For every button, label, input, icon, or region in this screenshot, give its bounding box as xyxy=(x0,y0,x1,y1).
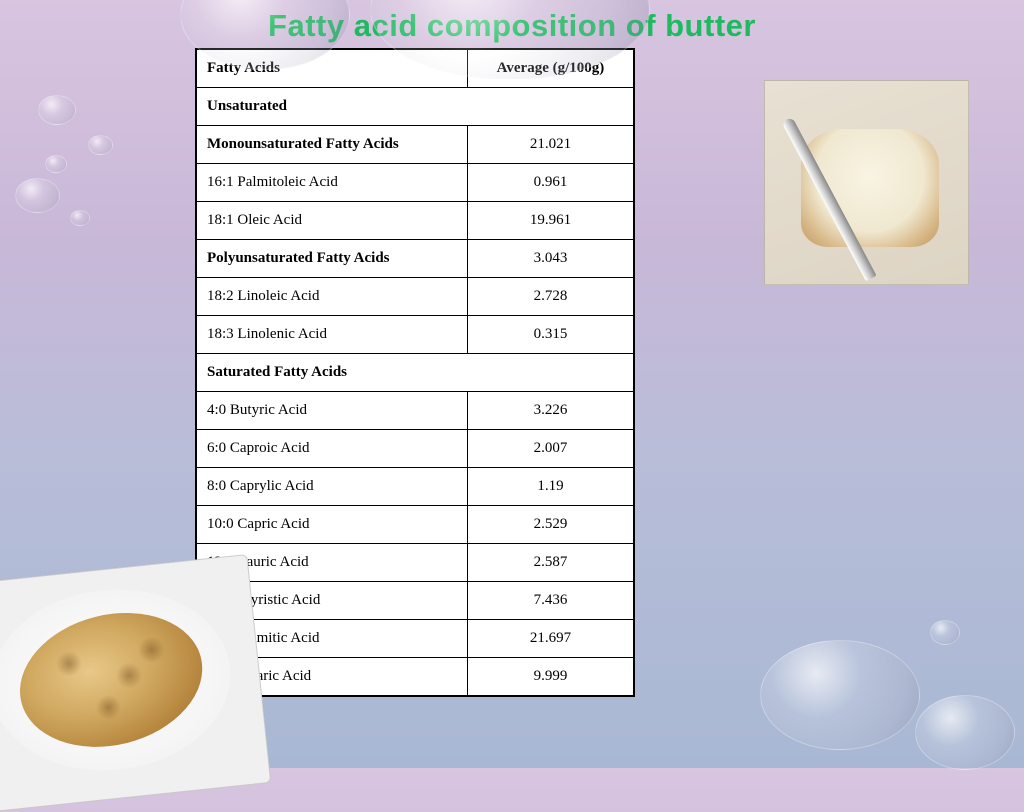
table-label: Polyunsaturated Fatty Acids xyxy=(197,240,468,278)
table-value: 0.961 xyxy=(467,164,633,202)
bread-butter-image xyxy=(764,80,969,285)
water-drop-decoration xyxy=(760,640,920,750)
table-value: 0.315 xyxy=(467,316,633,354)
table-value: 2.728 xyxy=(467,278,633,316)
water-drop-decoration xyxy=(88,135,113,155)
water-drop-decoration xyxy=(930,620,960,645)
table-label: 4:0 Butyric Acid xyxy=(197,392,468,430)
table-section: Unsaturated xyxy=(197,88,634,126)
table-label: 16:1 Palmitoleic Acid xyxy=(197,164,468,202)
table-value: 3.043 xyxy=(467,240,633,278)
water-drop-decoration xyxy=(915,695,1015,770)
water-drop-decoration xyxy=(45,155,67,173)
table-value: 3.226 xyxy=(467,392,633,430)
water-drop-decoration xyxy=(15,178,60,213)
flatbread-image xyxy=(0,554,271,812)
table-label: 8:0 Caprylic Acid xyxy=(197,468,468,506)
table-label: 10:0 Capric Acid xyxy=(197,506,468,544)
table-value: 21.697 xyxy=(467,620,633,658)
table-value: 2.007 xyxy=(467,430,633,468)
table-label: 18:3 Linolenic Acid xyxy=(197,316,468,354)
table-value: 21.021 xyxy=(467,126,633,164)
table-label: 6:0 Caproic Acid xyxy=(197,430,468,468)
table-label: 18:2 Linoleic Acid xyxy=(197,278,468,316)
water-drop-decoration xyxy=(70,210,90,226)
table-value: 1.19 xyxy=(467,468,633,506)
table-value: 9.999 xyxy=(467,658,633,696)
water-drop-decoration xyxy=(38,95,76,125)
table-section: Saturated Fatty Acids xyxy=(197,354,634,392)
composition-table: Fatty AcidsAverage (g/100g)UnsaturatedMo… xyxy=(195,48,635,697)
table-value: 7.436 xyxy=(467,582,633,620)
table-label: Monounsaturated Fatty Acids xyxy=(197,126,468,164)
table-value: 2.587 xyxy=(467,544,633,582)
table-label: 18:1 Oleic Acid xyxy=(197,202,468,240)
table-value: 2.529 xyxy=(467,506,633,544)
table-value: 19.961 xyxy=(467,202,633,240)
